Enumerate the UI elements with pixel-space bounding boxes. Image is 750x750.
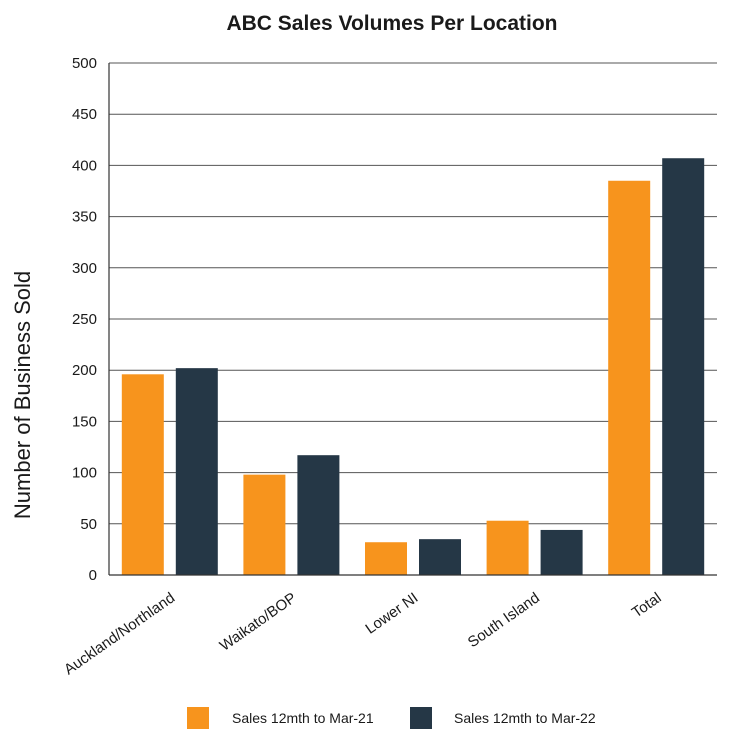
y-tick-label: 100	[72, 465, 97, 482]
y-tick-label: 250	[72, 311, 97, 328]
y-tick-label: 400	[72, 157, 97, 174]
bar-mar-22	[662, 158, 705, 575]
y-tick-label: 500	[72, 55, 97, 72]
x-category-label: Waikato/BOP	[217, 589, 300, 654]
x-category-label: South Island	[465, 589, 543, 651]
x-axis-labels: Auckland/Northland Waikato/BOP Lower NI Sou…	[61, 589, 664, 678]
legend-swatch	[187, 707, 209, 729]
legend-label: Sales 12mth to Mar-22	[454, 710, 596, 726]
bar-mar-22	[175, 368, 218, 575]
bar-mar-21	[243, 474, 286, 575]
x-category-label: Auckland/Northland	[61, 589, 178, 678]
bar-mar-22	[419, 539, 461, 575]
bar-mar-22	[540, 529, 583, 575]
axes	[108, 63, 717, 576]
bar-mar-21	[486, 520, 529, 575]
y-axis-ticks: 0 50 100 150 200 250 300 350 400 450 500	[72, 55, 97, 584]
x-category-label: Lower NI	[362, 589, 421, 637]
bar-mar-22	[297, 455, 340, 575]
bar-mar-21	[121, 374, 164, 575]
legend-swatch	[410, 707, 432, 729]
bars	[121, 158, 705, 575]
x-category-label: Total	[629, 589, 665, 621]
y-tick-label: 350	[72, 209, 97, 226]
y-tick-label: 200	[72, 362, 97, 379]
y-tick-label: 300	[72, 260, 97, 277]
y-tick-label: 50	[80, 516, 97, 533]
legend-label: Sales 12mth to Mar-21	[232, 710, 374, 726]
y-tick-label: 150	[72, 413, 97, 430]
bar-mar-21	[365, 542, 407, 575]
chart-title: ABC Sales Volumes Per Location	[226, 12, 557, 35]
y-tick-label: 450	[72, 106, 97, 123]
bar-mar-21	[608, 180, 651, 575]
y-tick-label: 0	[89, 567, 97, 584]
y-axis-title: Number of Business Sold	[10, 271, 35, 519]
legend: Sales 12mth to Mar-21 Sales 12mth to Mar-…	[187, 707, 596, 729]
